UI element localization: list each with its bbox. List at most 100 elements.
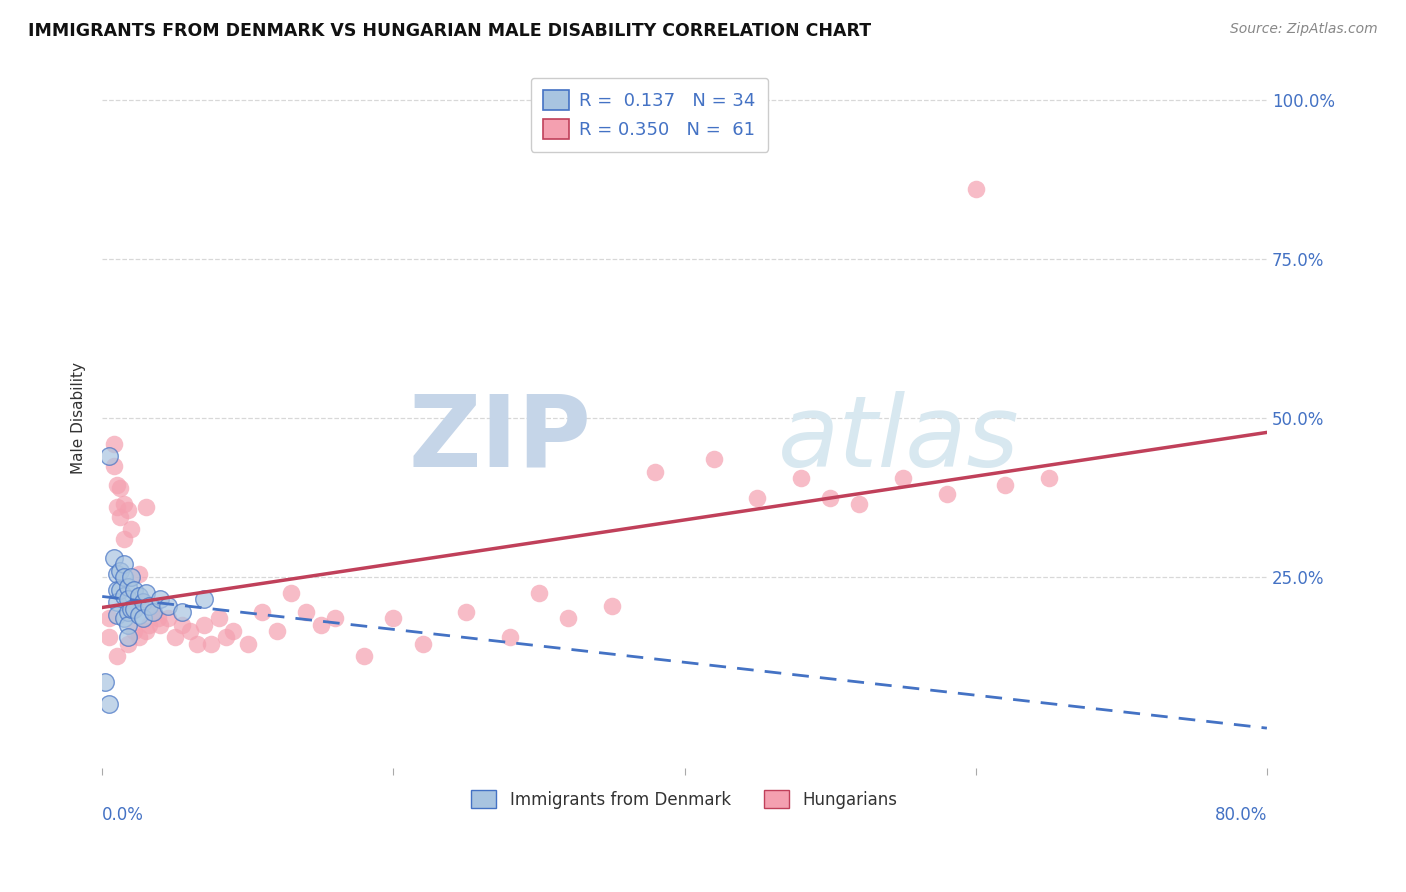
Point	[117, 631, 139, 645]
Point	[94, 674, 117, 689]
Point	[411, 637, 433, 651]
Point	[353, 649, 375, 664]
Point	[132, 611, 155, 625]
Point	[98, 611, 121, 625]
Point	[105, 595, 128, 609]
Point	[112, 589, 135, 603]
Point	[179, 624, 201, 638]
Text: Source: ZipAtlas.com: Source: ZipAtlas.com	[1230, 22, 1378, 37]
Point	[117, 617, 139, 632]
Point	[222, 624, 245, 638]
Point	[120, 605, 142, 619]
Point	[309, 617, 332, 632]
Point	[193, 617, 215, 632]
Point	[112, 611, 135, 625]
Point	[252, 605, 274, 619]
Point	[120, 602, 142, 616]
Point	[135, 500, 157, 514]
Point	[156, 599, 179, 613]
Point	[128, 589, 150, 603]
Point	[790, 471, 813, 485]
Point	[108, 481, 131, 495]
Point	[105, 478, 128, 492]
Y-axis label: Male Disability: Male Disability	[72, 362, 86, 475]
Point	[994, 478, 1017, 492]
Point	[323, 611, 346, 625]
Point	[120, 522, 142, 536]
Point	[135, 586, 157, 600]
Point	[456, 605, 478, 619]
Point	[108, 509, 131, 524]
Text: ZIP: ZIP	[409, 391, 592, 488]
Point	[172, 605, 194, 619]
Point	[105, 608, 128, 623]
Point	[112, 497, 135, 511]
Point	[122, 624, 145, 638]
Point	[117, 637, 139, 651]
Point	[295, 605, 318, 619]
Point	[208, 611, 231, 625]
Point	[132, 595, 155, 609]
Point	[120, 570, 142, 584]
Point	[105, 566, 128, 581]
Point	[108, 564, 131, 578]
Point	[128, 608, 150, 623]
Point	[600, 599, 623, 613]
Point	[186, 637, 208, 651]
Text: 80.0%: 80.0%	[1215, 806, 1267, 824]
Point	[280, 586, 302, 600]
Point	[215, 631, 238, 645]
Point	[891, 471, 914, 485]
Point	[117, 580, 139, 594]
Point	[747, 491, 769, 505]
Point	[142, 605, 165, 619]
Point	[105, 582, 128, 597]
Point	[703, 452, 725, 467]
Point	[98, 631, 121, 645]
Point	[200, 637, 222, 651]
Point	[172, 617, 194, 632]
Point	[117, 592, 139, 607]
Point	[146, 611, 169, 625]
Point	[1038, 471, 1060, 485]
Point	[122, 582, 145, 597]
Point	[122, 602, 145, 616]
Point	[105, 649, 128, 664]
Point	[848, 497, 870, 511]
Point	[98, 449, 121, 463]
Point	[103, 436, 125, 450]
Point	[266, 624, 288, 638]
Text: IMMIGRANTS FROM DENMARK VS HUNGARIAN MALE DISABILITY CORRELATION CHART: IMMIGRANTS FROM DENMARK VS HUNGARIAN MAL…	[28, 22, 872, 40]
Point	[644, 465, 666, 479]
Point	[163, 631, 186, 645]
Text: 0.0%: 0.0%	[103, 806, 143, 824]
Point	[149, 592, 172, 607]
Point	[935, 487, 957, 501]
Point	[112, 570, 135, 584]
Point	[135, 624, 157, 638]
Point	[156, 611, 179, 625]
Point	[138, 617, 160, 632]
Point	[128, 631, 150, 645]
Point	[138, 599, 160, 613]
Point	[103, 551, 125, 566]
Legend: Immigrants from Denmark, Hungarians: Immigrants from Denmark, Hungarians	[465, 784, 904, 815]
Point	[149, 617, 172, 632]
Point	[142, 605, 165, 619]
Point	[382, 611, 405, 625]
Point	[818, 491, 841, 505]
Point	[105, 500, 128, 514]
Point	[132, 595, 155, 609]
Point	[193, 592, 215, 607]
Point	[98, 697, 121, 711]
Point	[128, 566, 150, 581]
Point	[117, 503, 139, 517]
Point	[965, 182, 987, 196]
Point	[103, 458, 125, 473]
Point	[236, 637, 259, 651]
Point	[499, 631, 522, 645]
Point	[557, 611, 579, 625]
Point	[112, 558, 135, 572]
Point	[112, 532, 135, 546]
Point	[108, 582, 131, 597]
